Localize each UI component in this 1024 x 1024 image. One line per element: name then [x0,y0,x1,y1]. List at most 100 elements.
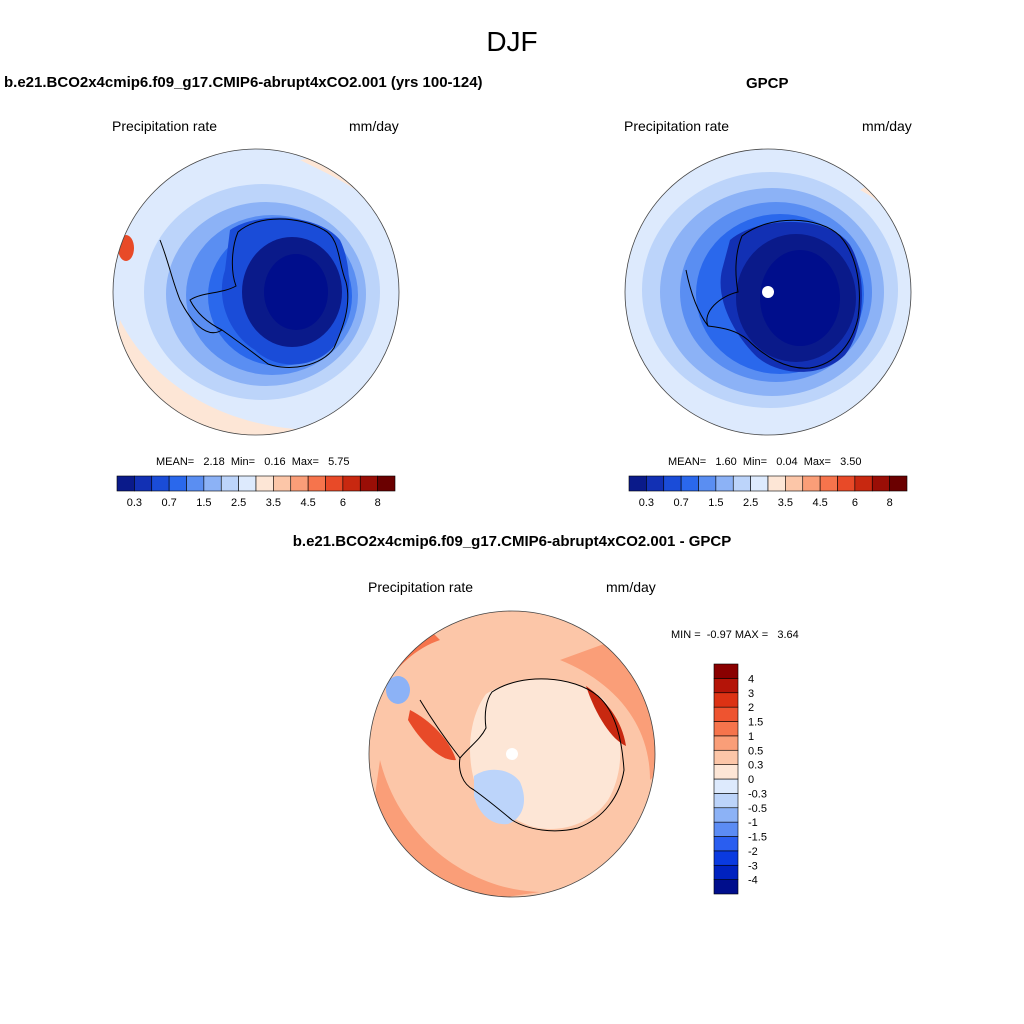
obs-colorbar-tick-label: 0.7 [673,497,688,509]
diff-colorbar-tick-label: -1.5 [748,832,767,844]
obs-colorbar-box [663,475,682,492]
diff-colorbar-tick-label: 2 [748,702,754,714]
model-colorbar-box [151,475,170,492]
diff-colorbar-tick-label: -1 [748,817,758,829]
diff-colorbar-box [713,778,739,794]
diff-colorbar-box [713,836,739,852]
model-colorbar-box [134,475,153,492]
model-colorbar-box [116,475,135,492]
model-panel-title: b.e21.BCO2x4cmip6.f09_g17.CMIP6-abrupt4x… [4,74,483,91]
obs-colorbar: 0.3 0.7 1.5 2.5 3.5 4.5 6 8 [628,475,908,509]
obs-colorbar-tick-label: 2.5 [743,497,758,509]
model-colorbar-box [307,475,326,492]
obs-colorbar-tick-label: 8 [887,497,893,509]
obs-colorbar-box [715,475,734,492]
model-map-border [112,148,400,436]
obs-stats: MEAN= 1.60 Min= 0.04 Max= 3.50 [668,456,862,468]
obs-colorbar-box [854,475,873,492]
diff-coastline [419,678,625,832]
diff-polar-map [369,611,655,897]
model-colorbar-box [325,475,344,492]
diff-colorbar-tick-label: 1 [748,731,754,743]
obs-colorbar-tick-label: 3.5 [778,497,793,509]
diff-colorbar-box [713,793,739,809]
model-stats: MEAN= 2.18 Min= 0.16 Max= 5.75 [156,456,350,468]
obs-colorbar-tick-label: 4.5 [812,497,827,509]
model-colorbar-tick-label: 1.5 [196,497,211,509]
obs-colorbar-box [837,475,856,492]
diff-colorbar-tick-label: 4 [748,673,754,685]
diff-colorbar-box [713,749,739,765]
model-colorbar-box [203,475,222,492]
diff-colorbar-box [713,721,739,737]
obs-colorbar-box [889,475,908,492]
model-colorbar-box [238,475,257,492]
model-colorbar-box [273,475,292,492]
model-colorbar: 0.3 0.7 1.5 2.5 3.5 4.5 6 8 [116,475,396,509]
diff-panel-title: b.e21.BCO2x4cmip6.f09_g17.CMIP6-abrupt4x… [292,533,732,550]
diff-colorbar-box [713,850,739,866]
obs-colorbar-box [871,475,890,492]
model-max-patch [118,235,134,261]
figure-title: DJF [486,26,538,57]
model-colorbar-box [220,475,239,492]
model-coastline [159,218,349,368]
obs-colorbar-box [750,475,769,492]
diff-colorbar: -4 -3 -2 -1.5 -1 -0.5 -0.3 0 0.3 0.5 1 1.5 2 3 4 [713,663,767,895]
obs-colorbar-tick-label: 0.3 [639,497,654,509]
obs-colorbar-box [785,475,804,492]
diff-colorbar-tick-label: 3 [748,688,754,700]
diff-units-label: mm/day [606,579,656,595]
diff-colorbar-tick-label: -0.5 [748,803,767,815]
obs-coastline [685,219,860,369]
diff-max-patch [586,686,626,746]
obs-colorbar-box [698,475,717,492]
diff-negative-patch [386,676,410,704]
diff-colorbar-box [713,692,739,708]
obs-colorbar-box [680,475,699,492]
diff-colorbar-box [713,807,739,823]
diff-negative-patch [474,769,524,825]
model-colorbar-box [342,475,361,492]
diff-colorbar-tick-label: -4 [748,875,758,887]
model-units-label: mm/day [349,118,399,134]
diff-colorbar-tick-label: -2 [748,846,758,858]
diff-colorbar-box [713,678,739,694]
obs-variable-label: Precipitation rate [624,118,730,134]
diff-colorbar-tick-label: 1.5 [748,717,763,729]
diff-colorbar-tick-label: -0.3 [748,788,767,800]
diff-colorbar-box [713,879,739,895]
obs-colorbar-tick-label: 6 [852,497,858,509]
obs-colorbar-box [628,475,647,492]
diff-map-border [368,610,656,898]
diff-colorbar-box [713,764,739,780]
diff-max-patch [408,710,456,761]
model-colorbar-tick-label: 0.3 [127,497,142,509]
obs-pole-hole [762,286,774,298]
obs-map-border [624,148,912,436]
model-polar-map [113,149,399,435]
model-colorbar-tick-label: 8 [375,497,381,509]
diff-colorbar-tick-label: 0 [748,774,754,786]
model-colorbar-box [290,475,309,492]
model-colorbar-box [255,475,274,492]
diff-colorbar-box [713,821,739,837]
diff-stats: MIN = -0.97 MAX = 3.64 [671,629,799,641]
diff-colorbar-box [713,663,739,679]
model-colorbar-tick-label: 3.5 [266,497,281,509]
obs-polar-map [625,149,911,435]
model-colorbar-tick-label: 6 [340,497,346,509]
model-plateau-core [264,254,328,330]
diff-colorbar-box [713,735,739,751]
obs-panel-title: GPCP [746,75,789,92]
model-variable-label: Precipitation rate [112,118,218,134]
diff-colorbar-tick-label: 0.5 [748,745,763,757]
obs-plateau-core [760,250,840,346]
model-colorbar-tick-label: 0.7 [161,497,176,509]
obs-colorbar-box [732,475,751,492]
model-colorbar-tick-label: 4.5 [300,497,315,509]
diff-variable-label: Precipitation rate [368,579,474,595]
obs-colorbar-box [646,475,665,492]
obs-colorbar-box [767,475,786,492]
